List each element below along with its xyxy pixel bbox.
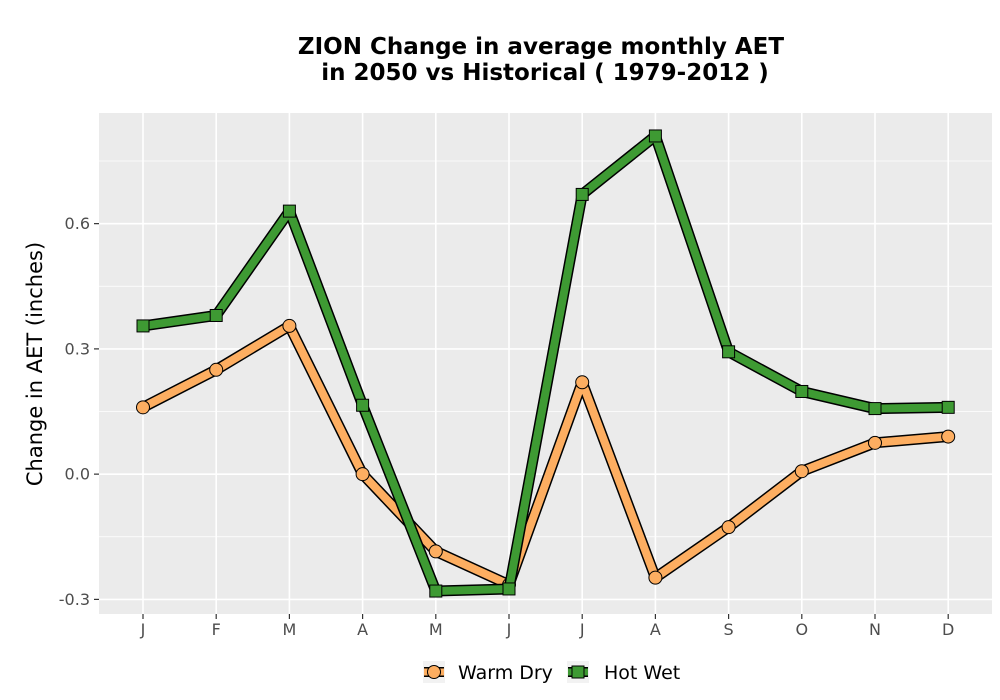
data-point-warm-dry — [648, 570, 663, 585]
x-tick-label: J — [506, 620, 512, 639]
data-point-hot-wet — [575, 187, 589, 201]
x-tick-label: N — [869, 620, 881, 639]
y-axis: -0.3 0.0 0.3 0.6 — [59, 214, 99, 609]
legend-label: Warm Dry — [458, 662, 553, 684]
x-tick-label: A — [357, 620, 368, 639]
legend-key-hot-wet — [567, 661, 589, 683]
y-tick-label: 0.0 — [65, 465, 90, 484]
legend-label: Hot Wet — [604, 662, 680, 684]
x-tick-label: J — [579, 620, 585, 639]
data-point-hot-wet — [941, 400, 955, 414]
data-point-hot-wet — [868, 402, 882, 416]
x-tick-label: A — [650, 620, 661, 639]
legend-key-warm-dry — [423, 661, 445, 683]
x-tick-label: F — [212, 620, 221, 639]
data-point-warm-dry — [355, 467, 370, 482]
x-tick-label: D — [942, 620, 954, 639]
legend-marker-square — [571, 665, 585, 679]
series-line — [141, 321, 949, 589]
data-point-warm-dry — [282, 318, 297, 333]
data-point-warm-dry — [428, 544, 443, 559]
chart-title-line-1: ZION Change in average monthly AET — [298, 34, 784, 60]
x-tick-label: M — [429, 620, 443, 639]
series-layer — [136, 129, 956, 598]
chart-title-line-2: in 2050 vs Historical ( 1979-2012 ) — [321, 60, 768, 86]
y-tick-label: 0.3 — [65, 339, 90, 358]
data-point-hot-wet — [795, 384, 809, 398]
x-tick-label: O — [796, 620, 809, 639]
data-point-hot-wet — [429, 584, 443, 598]
y-axis-title: Change in AET (inches) — [23, 242, 47, 486]
x-tick-label: S — [724, 620, 734, 639]
series-line — [142, 131, 949, 596]
data-point-hot-wet — [722, 345, 736, 359]
data-point-warm-dry — [209, 362, 224, 377]
data-point-hot-wet — [136, 319, 150, 333]
data-point-hot-wet — [209, 308, 223, 322]
y-tick-label: -0.3 — [59, 590, 90, 609]
data-point-hot-wet — [502, 582, 516, 596]
data-point-warm-dry — [794, 464, 809, 479]
data-point-warm-dry — [868, 435, 882, 450]
data-point-hot-wet — [648, 129, 662, 143]
data-point-warm-dry — [941, 429, 956, 444]
data-point-warm-dry — [721, 520, 736, 535]
data-point-hot-wet — [282, 204, 296, 218]
series-warm-dry — [136, 318, 956, 592]
data-point-warm-dry — [136, 400, 150, 415]
y-tick-label: 0.6 — [65, 214, 90, 233]
legend: Warm Dry Hot Wet — [423, 661, 680, 684]
x-tick-label: M — [282, 620, 296, 639]
legend-marker-circle — [427, 665, 441, 679]
data-point-hot-wet — [356, 398, 370, 412]
data-point-warm-dry — [575, 375, 590, 390]
series-hot-wet — [136, 129, 955, 598]
x-tick-label: J — [140, 620, 146, 639]
